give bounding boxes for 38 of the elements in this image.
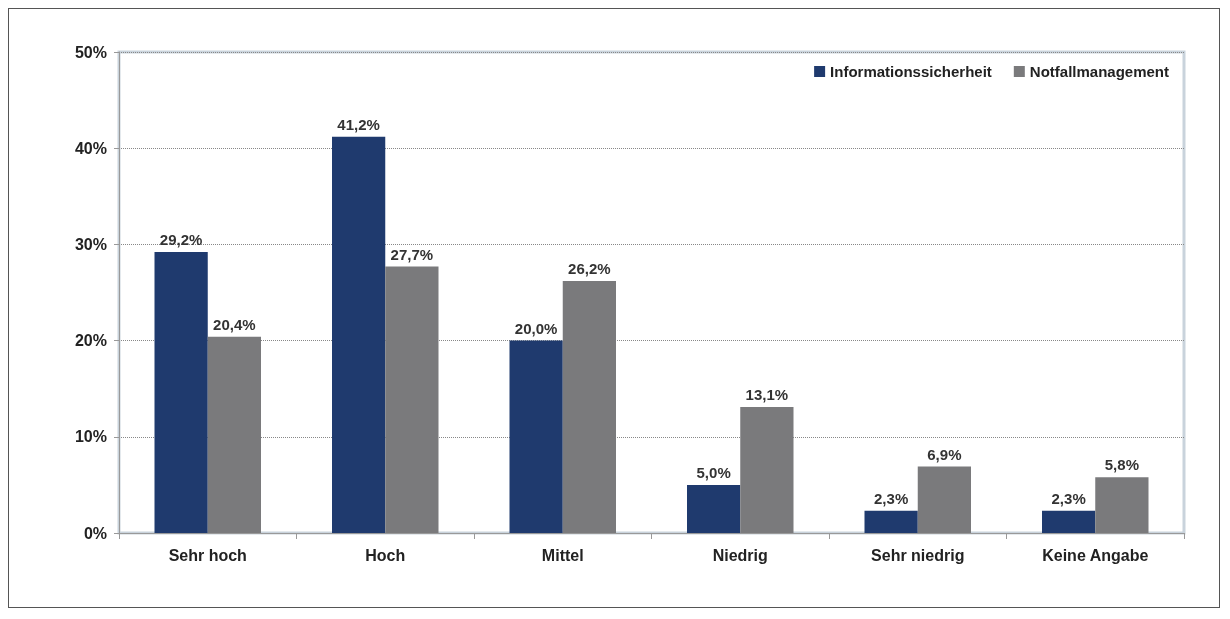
bar <box>687 484 741 533</box>
bar <box>917 466 971 533</box>
bar <box>864 510 918 533</box>
data-label: 6,9% <box>927 445 962 463</box>
bar <box>1095 477 1149 533</box>
y-tick-label: 10% <box>74 428 107 446</box>
bar <box>509 340 563 533</box>
data-label: 29,2% <box>159 231 203 249</box>
y-tick-label: 50% <box>74 43 107 61</box>
data-label: 2,3% <box>874 489 909 507</box>
x-tick-label: Sehr hoch <box>168 546 247 564</box>
y-tick-label: 0% <box>83 524 107 542</box>
bar <box>740 406 794 533</box>
bar <box>562 280 616 533</box>
x-tick-label: Sehr niedrig <box>871 546 965 564</box>
bar <box>1042 510 1096 533</box>
x-tick-label: Keine Angabe <box>1042 546 1149 564</box>
data-label: 20,4% <box>213 315 256 333</box>
y-tick-label: 20% <box>74 332 107 350</box>
legend-label: Informationssicherheit <box>830 63 992 80</box>
data-label: 13,1% <box>745 385 789 403</box>
bar <box>154 252 208 533</box>
data-label: 41,2% <box>337 115 380 133</box>
bar <box>332 136 386 533</box>
x-tick-label: Niedrig <box>712 546 768 564</box>
data-label: 5,8% <box>1104 456 1139 474</box>
data-label: 5,0% <box>696 463 731 481</box>
data-label: 20,0% <box>514 319 558 337</box>
bar <box>207 336 261 533</box>
data-label: 26,2% <box>568 259 611 277</box>
x-tick-label: Mittel <box>541 546 584 564</box>
y-tick-label: 30% <box>74 235 107 253</box>
y-tick-label: 40% <box>74 139 107 157</box>
legend-label: Notfallmanagement <box>1029 63 1170 80</box>
bar <box>385 266 439 533</box>
data-label: 27,7% <box>390 245 434 263</box>
data-label: 2,3% <box>1051 489 1086 507</box>
x-tick-label: Hoch <box>365 546 406 564</box>
